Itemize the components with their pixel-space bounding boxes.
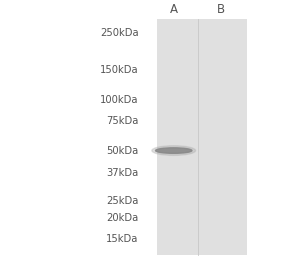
Text: 37kDa: 37kDa: [106, 168, 139, 178]
Text: 75kDa: 75kDa: [106, 116, 139, 126]
Text: 15kDa: 15kDa: [106, 234, 139, 244]
Text: A: A: [170, 3, 178, 16]
Ellipse shape: [152, 146, 196, 155]
Ellipse shape: [156, 148, 192, 153]
Text: 250kDa: 250kDa: [100, 28, 139, 38]
Text: 100kDa: 100kDa: [100, 95, 139, 105]
Text: 20kDa: 20kDa: [106, 213, 139, 223]
Text: 25kDa: 25kDa: [106, 196, 139, 206]
Text: 50kDa: 50kDa: [106, 145, 139, 155]
Text: 150kDa: 150kDa: [100, 65, 139, 75]
Bar: [157, 20, 246, 255]
Text: B: B: [217, 3, 226, 16]
